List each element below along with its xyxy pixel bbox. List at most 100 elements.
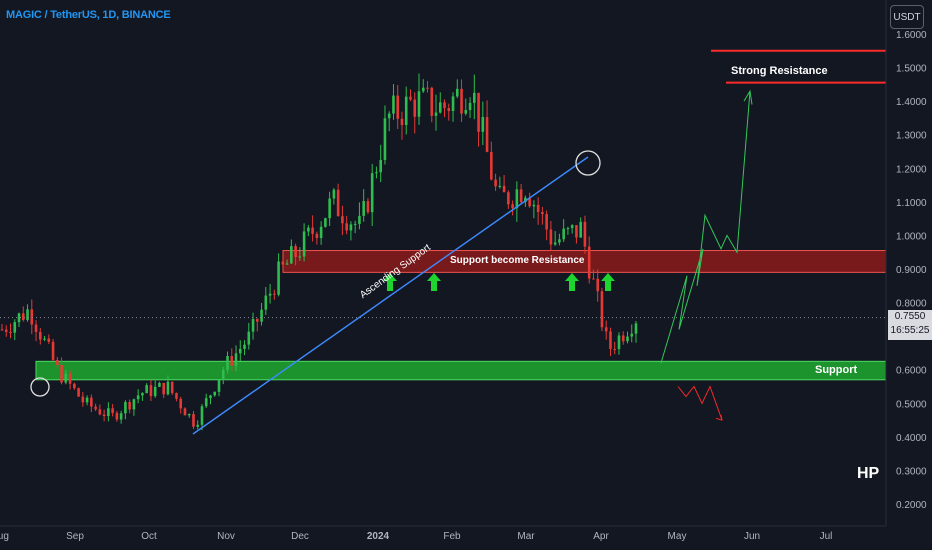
x-tick-label: Feb xyxy=(443,531,461,542)
watermark: HP xyxy=(857,465,880,482)
strong-resistance-label: Strong Resistance xyxy=(731,65,828,77)
projection-down-arrowhead xyxy=(715,414,723,421)
candle-body xyxy=(570,225,574,229)
candle-body xyxy=(379,159,382,173)
candle-body xyxy=(332,189,336,199)
candle-body xyxy=(541,212,544,215)
highlight-circle-left xyxy=(30,377,50,397)
candle-body xyxy=(370,173,374,213)
candle-body xyxy=(196,424,200,427)
y-tick-label: 0.6000 xyxy=(896,366,927,377)
candle-body xyxy=(81,396,85,403)
candle-body xyxy=(511,204,514,209)
candle-body xyxy=(21,313,25,321)
candle-body xyxy=(38,331,42,340)
candle-body xyxy=(285,263,289,265)
candle-body xyxy=(345,223,348,231)
candle-body xyxy=(64,373,68,383)
candle-body xyxy=(562,228,565,240)
candle-body xyxy=(524,197,527,203)
x-axis-bg xyxy=(0,526,932,550)
candle-body xyxy=(579,221,582,238)
candle-body xyxy=(485,117,489,152)
current-price: 0.7550 xyxy=(894,311,926,322)
candle-body xyxy=(30,309,34,325)
candle-body xyxy=(217,379,221,392)
y-tick-label: 0.3000 xyxy=(896,466,927,477)
candle-body xyxy=(107,408,110,417)
candle-body xyxy=(404,96,408,125)
candle-body xyxy=(455,88,459,97)
candle-body xyxy=(417,91,421,117)
candle-body xyxy=(187,414,191,416)
candle-body xyxy=(13,322,17,333)
candle-body xyxy=(213,391,217,396)
candle-body xyxy=(549,229,553,245)
candle-body xyxy=(319,226,323,239)
candle-body xyxy=(294,246,297,258)
candle-body xyxy=(17,313,21,323)
candle-body xyxy=(0,329,4,331)
candle-body xyxy=(490,151,493,180)
y-tick-label: 1.1000 xyxy=(896,198,927,209)
price-tag: 0.7550 16:55:25 xyxy=(888,310,932,340)
candle-body xyxy=(400,118,404,125)
candle-body xyxy=(302,231,306,257)
candle-body xyxy=(532,204,536,207)
candle-body xyxy=(136,395,140,400)
candle-body xyxy=(447,108,451,112)
candle-body xyxy=(268,293,272,296)
x-tick-label: Nov xyxy=(217,531,235,542)
zones xyxy=(35,250,887,381)
candle-body xyxy=(128,401,131,410)
candle-body xyxy=(473,92,476,103)
candle-body xyxy=(34,324,38,332)
candle-body xyxy=(600,291,604,328)
candle-body xyxy=(519,189,523,203)
candle-body xyxy=(9,331,12,333)
candle-body xyxy=(145,385,148,394)
candle-body xyxy=(260,309,263,322)
candle-body xyxy=(102,414,106,417)
x-tick-label: Sep xyxy=(66,531,84,542)
y-axis-bg xyxy=(886,0,932,550)
chart-title: MAGIC / TetherUS, 1D, BINANCE xyxy=(6,9,171,21)
candle-body xyxy=(558,239,561,243)
currency-button[interactable]: USDT xyxy=(890,5,924,29)
candle-body xyxy=(124,401,127,414)
candle-body xyxy=(413,99,417,117)
candle-body xyxy=(434,112,438,116)
candle-body xyxy=(94,406,97,410)
candle-body xyxy=(617,335,621,350)
candle-body xyxy=(315,233,319,239)
x-axis: Aug Sep Oct Nov Dec 2024 Feb Mar Apr May Jun Jul xyxy=(0,525,932,550)
candle-body xyxy=(349,224,353,231)
candle-body xyxy=(477,92,480,132)
x-tick-label: Mar xyxy=(517,531,535,542)
candle-body xyxy=(85,397,89,403)
y-tick-label: 0.9000 xyxy=(896,265,927,276)
candle-body xyxy=(553,242,557,245)
y-tick-label: 0.4000 xyxy=(896,433,927,444)
y-tick-label: 1.6000 xyxy=(896,30,927,41)
candle-body xyxy=(507,192,510,205)
candle-body xyxy=(502,185,506,193)
candle-body xyxy=(183,408,187,416)
candle-body xyxy=(200,406,204,425)
candle-body xyxy=(132,399,136,410)
y-tick-label: 1.5000 xyxy=(896,64,927,75)
candle-body xyxy=(90,397,93,407)
candle-body xyxy=(324,218,327,227)
candle-body xyxy=(251,319,255,332)
candle-body xyxy=(362,201,365,216)
candle-body xyxy=(481,117,485,132)
candle-body xyxy=(209,395,212,399)
x-tick-label: Oct xyxy=(141,531,157,542)
candle-body xyxy=(298,256,302,258)
candle-body xyxy=(464,110,468,114)
candle-body xyxy=(438,102,442,113)
candle-body xyxy=(247,331,251,345)
candle-body xyxy=(353,223,357,225)
candle-body xyxy=(153,386,157,397)
